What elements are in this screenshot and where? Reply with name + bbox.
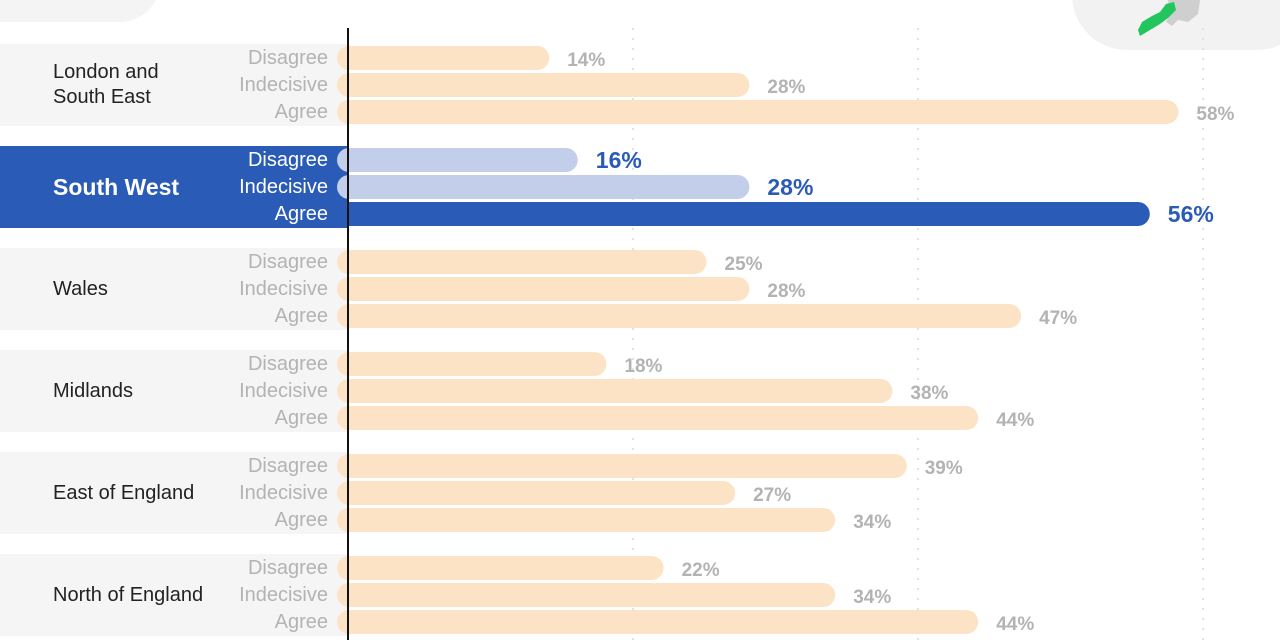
value-label-disagree-4: 39%	[925, 458, 963, 479]
response-label-disagree: Disagree	[247, 353, 328, 375]
value-label-agree-2: 47%	[1039, 308, 1077, 329]
header-pill-decoration	[0, 0, 160, 22]
bar-indecisive-1	[337, 175, 750, 199]
region-row-0: London and South East Disagree Indecisive Ag…	[0, 44, 348, 126]
response-label-indecisive: Indecisive	[239, 584, 328, 606]
region-name-line: London and	[53, 61, 159, 83]
value-label-agree-3: 44%	[996, 410, 1034, 431]
value-label-indecisive-2: 28%	[767, 281, 805, 302]
bar-indecisive-0	[337, 73, 750, 97]
bar-disagree-5	[337, 556, 664, 580]
bar-agree-1	[337, 202, 1150, 226]
region-name-line: South East	[53, 86, 151, 108]
region-row-4: East of England Disagree Indecisive Agree	[0, 452, 348, 534]
bar-disagree-1	[337, 148, 578, 172]
region-name-line: South West	[53, 173, 180, 200]
response-label-indecisive: Indecisive	[239, 482, 328, 504]
region-name: Wales	[53, 277, 233, 302]
response-label-disagree: Disagree	[247, 455, 328, 477]
response-label-disagree: Disagree	[247, 149, 328, 171]
bar-indecisive-3	[337, 379, 893, 403]
value-label-agree-5: 44%	[996, 614, 1034, 635]
response-label-indecisive: Indecisive	[239, 380, 328, 402]
bar-agree-3	[337, 406, 979, 430]
response-label-disagree: Disagree	[247, 251, 328, 273]
map-south-west-region	[1138, 2, 1176, 36]
response-label-agree: Agree	[274, 101, 328, 123]
value-label-indecisive-0: 28%	[767, 77, 805, 98]
response-label-indecisive: Indecisive	[239, 278, 328, 300]
bar-disagree-0	[337, 46, 550, 70]
region-row-1: South West Disagree Indecisive Agree	[0, 146, 348, 228]
region-name: London and South East	[53, 60, 233, 110]
region-row-5: North of England Disagree Indecisive Agree	[0, 554, 348, 636]
value-label-disagree-2: 25%	[725, 254, 763, 275]
value-label-disagree-0: 14%	[567, 50, 605, 71]
region-name: Midlands	[53, 379, 233, 404]
region-name-line: Midlands	[53, 379, 134, 402]
bar-agree-5	[337, 610, 979, 634]
value-label-disagree-5: 22%	[682, 560, 720, 581]
response-label-agree: Agree	[274, 407, 328, 429]
value-label-disagree-1: 16%	[596, 147, 642, 173]
bar-agree-2	[337, 304, 1022, 328]
bar-agree-4	[337, 508, 836, 532]
y-axis-line	[347, 28, 349, 640]
region-name: South West	[53, 173, 233, 200]
region-name: East of England	[53, 481, 233, 506]
bar-indecisive-4	[337, 481, 736, 505]
response-label-indecisive: Indecisive	[239, 74, 328, 96]
value-label-indecisive-4: 27%	[753, 485, 791, 506]
response-label-disagree: Disagree	[247, 47, 328, 69]
value-label-agree-4: 34%	[853, 512, 891, 533]
response-label-disagree: Disagree	[247, 557, 328, 579]
bar-indecisive-5	[337, 583, 836, 607]
bar-agree-0	[337, 100, 1179, 124]
bar-disagree-3	[337, 352, 607, 376]
response-label-agree: Agree	[274, 611, 328, 633]
response-label-agree: Agree	[274, 509, 328, 531]
bar-indecisive-2	[337, 277, 750, 301]
region-name-line: North of England	[53, 583, 204, 606]
region-row-3: Midlands Disagree Indecisive Agree	[0, 350, 348, 432]
value-label-agree-1: 56%	[1168, 201, 1214, 227]
value-label-disagree-3: 18%	[624, 356, 662, 377]
value-label-indecisive-1: 28%	[767, 174, 813, 200]
value-label-indecisive-5: 34%	[853, 587, 891, 608]
region-row-2: Wales Disagree Indecisive Agree	[0, 248, 348, 330]
response-label-agree: Agree	[274, 203, 328, 225]
bar-disagree-2	[337, 250, 707, 274]
region-name: North of England	[53, 583, 233, 608]
response-label-agree: Agree	[274, 305, 328, 327]
uk-map-icon	[1138, 0, 1200, 36]
response-label-indecisive: Indecisive	[239, 176, 328, 198]
bar-disagree-4	[337, 454, 907, 478]
value-label-agree-0: 58%	[1196, 104, 1234, 125]
region-name-line: Wales	[53, 277, 108, 300]
value-label-indecisive-3: 38%	[910, 383, 948, 404]
region-name-line: East of England	[53, 481, 195, 504]
